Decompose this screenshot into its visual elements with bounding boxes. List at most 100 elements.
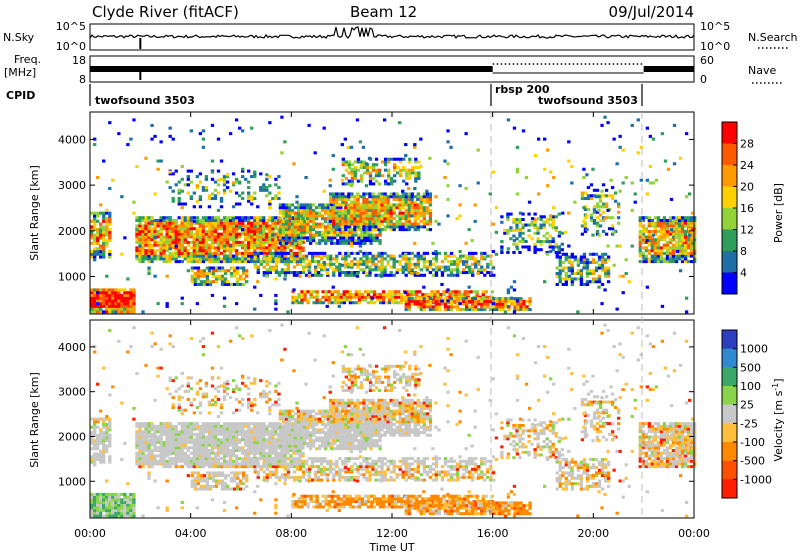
power-cell [365, 192, 369, 196]
velocity-cell [93, 441, 97, 445]
power-cell [231, 240, 236, 244]
velocity-cell [117, 503, 121, 507]
velocity-cell [198, 432, 203, 436]
velocity-cell [225, 438, 230, 442]
power-cell [395, 195, 399, 199]
power-cell [362, 200, 366, 204]
power-cell [199, 282, 204, 286]
power-cell [237, 126, 242, 130]
power-cell [356, 160, 361, 164]
velocity-cell [156, 430, 160, 434]
power-cell [344, 182, 349, 186]
power-cell [114, 291, 118, 295]
power-cell [461, 268, 466, 272]
power-cell [256, 235, 260, 239]
power-cell [120, 304, 124, 308]
power-cell [674, 257, 679, 261]
velocity-cell [186, 432, 190, 436]
power-cell [216, 183, 221, 187]
power-cell [210, 260, 215, 264]
power-cell [422, 217, 427, 221]
power-cell [386, 225, 390, 229]
power-cell [448, 292, 452, 297]
power-cell [595, 224, 600, 228]
power-cell [335, 192, 339, 196]
velocity-cell [144, 462, 148, 466]
power-cell [659, 218, 664, 222]
power-cell [324, 236, 328, 240]
power-cell [247, 180, 251, 184]
power-cell [192, 249, 196, 253]
power-cell [576, 258, 581, 262]
velocity-cell [138, 443, 142, 447]
power-cell [491, 302, 495, 306]
power-cell [386, 182, 391, 186]
power-cell [416, 211, 420, 215]
velocity-cell [123, 506, 127, 510]
velocity-cell [204, 424, 209, 428]
velocity-cell [183, 432, 187, 436]
power-cell [247, 216, 251, 220]
power-cell [594, 195, 598, 199]
velocity-cell [102, 492, 106, 496]
power-cell [238, 282, 243, 286]
power-cell [464, 241, 468, 245]
power-cell [554, 228, 558, 233]
power-cell [425, 200, 430, 204]
power-cell [324, 228, 328, 232]
power-cell [186, 229, 190, 233]
power-cell [627, 280, 631, 284]
power-cell [289, 271, 294, 275]
power-cell [404, 273, 408, 277]
power-cell [371, 163, 376, 167]
power-cell [308, 219, 313, 223]
power-cell [624, 258, 628, 262]
power-cell [428, 200, 433, 204]
velocity-cell [237, 440, 242, 444]
power-cell [132, 288, 136, 292]
power-cell [380, 206, 384, 210]
power-cell [156, 159, 160, 163]
velocity-cell [171, 430, 175, 434]
velocity-cell [144, 446, 148, 450]
power-cell [413, 214, 417, 218]
power-cell [183, 227, 187, 231]
velocity-cell [144, 422, 148, 426]
velocity-cell [99, 506, 103, 510]
power-cell [551, 239, 555, 244]
power-cell [278, 241, 283, 245]
power-cell [150, 251, 154, 255]
power-cell [440, 265, 445, 269]
power-cell [366, 292, 371, 297]
velocity-cell [207, 424, 212, 428]
power-cell [356, 265, 360, 269]
power-cell [600, 123, 604, 127]
power-cell [284, 208, 289, 212]
power-cell [350, 260, 354, 264]
power-cell [326, 262, 330, 266]
power-cell [320, 257, 324, 261]
power-cell [299, 225, 304, 229]
power-cell [375, 208, 379, 212]
power-cell [287, 217, 292, 221]
power-cell [189, 197, 193, 201]
power-cell [296, 217, 301, 221]
velocity-cell [111, 500, 115, 504]
power-cell [585, 269, 590, 273]
power-cell [265, 240, 269, 244]
power-cell [102, 302, 106, 306]
velocity-cell [135, 435, 139, 439]
power-cell [201, 229, 206, 233]
power-cell [311, 222, 316, 226]
power-cell [359, 163, 364, 167]
power-cell [129, 302, 133, 306]
power-cell [347, 206, 351, 210]
power-cell [241, 246, 245, 250]
power-cell [189, 257, 193, 261]
power-cell [425, 299, 430, 303]
power-cell [174, 169, 178, 173]
power-cell [665, 243, 670, 247]
power-cell [281, 206, 286, 210]
power-cell [363, 236, 367, 240]
power-cell [259, 243, 263, 247]
